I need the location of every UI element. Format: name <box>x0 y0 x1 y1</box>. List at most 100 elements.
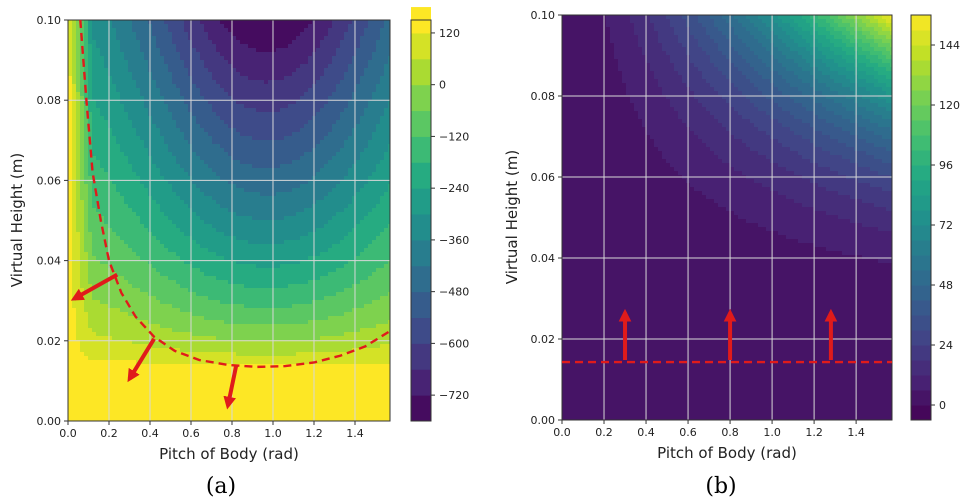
contour-cell <box>284 32 289 37</box>
contour-cell <box>208 188 213 193</box>
contour-cell <box>284 168 289 173</box>
contour-cell <box>252 260 257 265</box>
contour-cell <box>292 124 297 129</box>
contour-cell <box>156 256 161 261</box>
contour-cell <box>104 172 109 177</box>
contour-cell <box>320 224 325 229</box>
contour-cell <box>228 192 233 197</box>
contour-cell <box>140 68 145 73</box>
contour-cell <box>188 80 193 85</box>
contour-cell <box>180 248 185 253</box>
contour-cell <box>200 24 205 29</box>
contour-cell <box>144 80 149 85</box>
contour-cell <box>360 72 365 77</box>
contour-cell <box>300 224 305 229</box>
contour-cell <box>256 212 261 217</box>
contour-cell <box>316 172 321 177</box>
contour-cell <box>348 104 353 109</box>
contour-cell <box>192 148 197 153</box>
contour-cell <box>252 84 257 89</box>
contour-cell <box>324 152 329 157</box>
contour-cell <box>300 148 305 153</box>
contour-cell <box>320 196 325 201</box>
contour-cell <box>84 104 89 109</box>
contour-cell <box>136 200 141 205</box>
contour-cell <box>328 216 333 221</box>
contour-cell <box>388 184 390 189</box>
contour-cell <box>172 248 177 253</box>
contour-cell <box>240 148 245 153</box>
contour-cell <box>364 192 369 197</box>
contour-cell <box>140 52 145 57</box>
contour-cell <box>208 76 213 81</box>
contour-cell <box>112 96 117 101</box>
contour-cell <box>376 136 381 141</box>
contour-cell <box>372 44 377 49</box>
contour-cell <box>228 84 233 89</box>
contour-cell <box>112 212 117 217</box>
contour-cell <box>84 248 89 253</box>
contour-cell <box>132 100 137 105</box>
contour-cell <box>336 168 341 173</box>
contour-cell <box>260 60 265 65</box>
contour-cell <box>288 256 293 261</box>
contour-cell <box>92 208 97 213</box>
contour-cell <box>220 44 225 49</box>
contour-cell <box>300 196 305 201</box>
contour-cell <box>76 220 81 225</box>
contour-cell <box>276 56 281 61</box>
contour-cell <box>284 64 289 69</box>
contour-cell <box>124 244 129 249</box>
contour-cell <box>264 176 269 181</box>
contour-cell <box>216 108 221 113</box>
contour-cell <box>304 172 309 177</box>
contour-cell <box>380 188 385 193</box>
contour-cell <box>196 160 201 165</box>
contour-cell <box>352 212 357 217</box>
contour-cell <box>372 236 377 241</box>
contour-cell <box>116 72 121 77</box>
contour-cell <box>216 212 221 217</box>
contour-cell <box>244 156 249 161</box>
contour-cell <box>224 168 229 173</box>
contour-cell <box>296 124 301 129</box>
contour-cell <box>340 72 345 77</box>
contour-cell <box>176 204 181 209</box>
contour-cell <box>188 48 193 53</box>
contour-cell <box>128 108 133 113</box>
contour-cell <box>208 52 213 57</box>
contour-cell <box>364 160 369 165</box>
contour-cell <box>324 200 329 205</box>
contour-cell <box>196 120 201 125</box>
contour-cell <box>212 100 217 105</box>
contour-cell <box>332 204 337 209</box>
contour-cell <box>124 72 129 77</box>
contour-cell <box>88 188 93 193</box>
contour-cell <box>244 208 249 213</box>
contour-cell <box>352 240 357 245</box>
contour-cell <box>252 184 257 189</box>
contour-cell <box>332 196 337 201</box>
contour-cell <box>192 128 197 133</box>
contour-cell <box>304 24 309 29</box>
contour-cell <box>212 176 217 181</box>
contour-cell <box>72 260 77 265</box>
contour-cell <box>152 176 157 181</box>
contour-cell <box>204 140 209 145</box>
contour-cell <box>240 40 245 45</box>
contour-cell <box>212 168 217 173</box>
contour-cell <box>244 132 249 137</box>
contour-cell <box>320 184 325 189</box>
contour-cell <box>208 232 213 237</box>
contour-cell <box>372 56 377 61</box>
contour-cell <box>192 60 197 65</box>
contour-cell <box>92 124 97 129</box>
contour-cell <box>68 184 73 189</box>
contour-cell <box>344 68 349 73</box>
contour-cell <box>224 220 229 225</box>
contour-cell <box>232 48 237 53</box>
contour-cell <box>144 256 149 261</box>
contour-cell <box>356 208 361 213</box>
contour-cell <box>264 64 269 69</box>
contour-cell <box>100 204 105 209</box>
